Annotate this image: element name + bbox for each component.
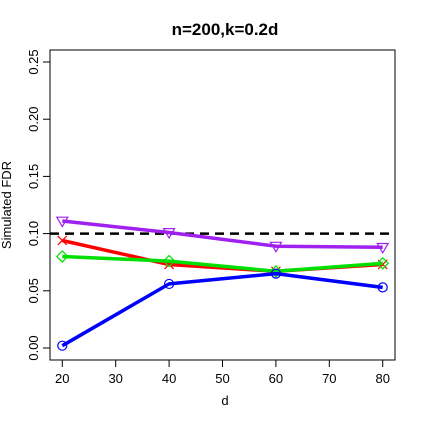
data-point <box>269 241 283 253</box>
data-point <box>377 282 388 293</box>
data-point <box>376 256 390 270</box>
plot-frame <box>49 49 396 361</box>
x-tick-label: 40 <box>162 371 176 386</box>
series-line-3 <box>61 271 383 348</box>
chart-title: n=200,k=0.2d <box>172 20 279 39</box>
data-point <box>57 235 68 246</box>
y-axis: 0.00 0.05 0.10 0.15 0.20 0.25 <box>26 49 51 361</box>
data-point <box>55 250 69 263</box>
y-tick-label: 0.10 <box>26 221 41 246</box>
data-point <box>269 264 283 278</box>
data-point <box>162 228 176 240</box>
x-tick-label: 60 <box>269 371 283 386</box>
y-axis-label: Simulated FDR <box>0 161 14 249</box>
y-tick-label: 0.05 <box>26 278 41 303</box>
data-point <box>57 340 68 351</box>
y-tick-label: 0.20 <box>26 107 41 132</box>
data-point <box>270 268 282 279</box>
data-point <box>376 242 390 255</box>
y-tick-label: 0.25 <box>26 49 41 74</box>
x-tick-label: 80 <box>375 371 389 386</box>
y-tick-label: 0.00 <box>26 335 41 360</box>
data-point <box>55 216 69 228</box>
x-tick-label: 20 <box>55 371 69 386</box>
plot-area <box>50 216 395 351</box>
x-axis-label: d <box>221 393 228 408</box>
x-tick-label: 70 <box>322 371 336 386</box>
x-axis: 20 30 40 50 60 70 80 <box>55 359 390 386</box>
x-tick-label: 50 <box>215 371 229 386</box>
series-line-2 <box>62 254 383 274</box>
data-point <box>163 278 175 290</box>
x-tick-label: 30 <box>108 371 122 386</box>
y-tick-label: 0.15 <box>26 164 41 189</box>
series-line-4 <box>62 219 383 250</box>
data-point <box>162 254 176 268</box>
